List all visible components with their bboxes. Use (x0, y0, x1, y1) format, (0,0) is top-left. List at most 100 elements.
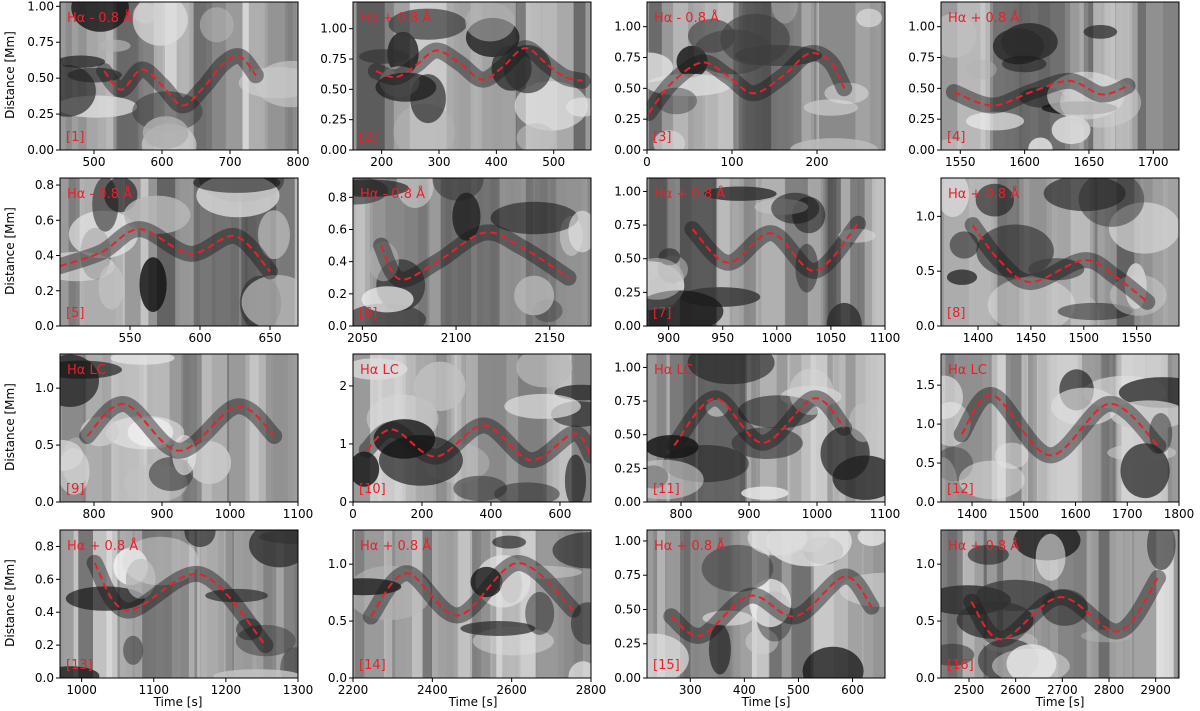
x-tick-label: 2700 (1047, 683, 1078, 697)
axes-frame (59, 529, 299, 679)
channel-label: Hα + 0.8 Å (360, 10, 431, 26)
y-tick-label: 0.00 (320, 143, 347, 157)
x-tick-label: 1550 (945, 155, 976, 169)
fit-curve (970, 577, 1159, 641)
y-tick-label: 1.00 (908, 20, 935, 34)
x-tick-label: 1600 (1060, 507, 1091, 521)
fit-curve (647, 52, 846, 114)
x-tick-label: 1450 (1016, 331, 1047, 345)
y-tick-label: 0.50 (614, 252, 641, 266)
x-tick-label: 600 (151, 155, 174, 169)
y-tick-label: 0.00 (614, 319, 641, 333)
intensity-map (941, 178, 1179, 326)
panel-11: 800 900 1000 1100 0.00 0.25 0.50 0.75 1.00 Hα LC [… (614, 353, 901, 521)
x-tick-label: 2600 (496, 683, 527, 697)
panel-number: [6] (359, 306, 377, 321)
y-tick-label: 0.2 (35, 284, 54, 298)
x-tick-label: 1100 (283, 507, 314, 521)
channel-label: Hα - 0.8 Å (67, 10, 132, 26)
channel-label: Hα + 0.8 Å (948, 10, 1019, 26)
x-tick-label: 400 (485, 155, 508, 169)
panel-12: 1400 1500 1600 1700 1800 0.0 0.5 1.0 1.5 Hα LC [12… (916, 353, 1194, 521)
axes-frame (646, 353, 886, 503)
x-tick-label: 100 (721, 155, 744, 169)
channel-label: Hα LC (948, 363, 987, 378)
y-tick-label: 0.50 (320, 82, 347, 96)
x-tick-label: 600 (549, 507, 572, 521)
axes-frame (59, 353, 299, 503)
x-tick-label: 1100 (870, 507, 901, 521)
x-tick-label: 500 (787, 683, 810, 697)
panel-number: [8] (947, 306, 965, 321)
y-tick-label: 0.5 (35, 438, 54, 452)
fit-curve (953, 79, 1128, 107)
x-tick-label: 1600 (1009, 155, 1040, 169)
x-tick-label: 2800 (576, 683, 607, 697)
x-tick-label: 1400 (957, 507, 988, 521)
panel-number: [11] (653, 482, 680, 497)
channel-label: Hα LC (654, 363, 693, 378)
y-tick-label: 0.8 (328, 190, 347, 204)
x-tick-label: 1550 (1121, 331, 1152, 345)
y-tick-label: 1.0 (35, 381, 54, 395)
x-tick-label: 300 (428, 155, 451, 169)
channel-label: Hα LC (67, 363, 106, 378)
y-tick-label: 0.0 (35, 671, 54, 685)
y-tick-label: 0.25 (614, 637, 641, 651)
intensity-map (353, 2, 591, 150)
y-tick-label: 0.5 (916, 456, 935, 470)
x-tick-label: 550 (119, 331, 142, 345)
x-tick-label: 1500 (1069, 331, 1100, 345)
y-tick-label: 0.0 (916, 319, 935, 333)
panel-number: [3] (653, 130, 671, 145)
channel-label: Hα - 0.8 Å (360, 186, 425, 202)
x-axis-label-col-2: Time [s] (448, 695, 498, 709)
y-tick-label: 0.4 (328, 255, 347, 269)
y-tick-label: 0 (339, 495, 347, 509)
x-tick-label: 200 (411, 507, 434, 521)
channel-label: Hα + 0.8 Å (948, 538, 1019, 554)
x-tick-label: 200 (370, 155, 393, 169)
y-tick-label: 0.75 (27, 35, 54, 49)
axes-frame (940, 177, 1180, 327)
x-tick-label: 800 (287, 155, 310, 169)
intensity-map (647, 354, 885, 502)
x-tick-label: 700 (219, 155, 242, 169)
x-tick-label: 2800 (1094, 683, 1125, 697)
panel-number: [10] (359, 482, 386, 497)
axes-frame (646, 177, 886, 327)
panel-number: [7] (653, 306, 671, 321)
panel-13: 1000 1100 1200 1300 0.0 0.2 0.4 0.6 0.8 Hα + 0.8 … (35, 529, 313, 697)
x-tick-label: 2400 (417, 683, 448, 697)
x-tick-label: 1000 (802, 507, 833, 521)
x-tick-label: 2050 (347, 331, 378, 345)
axes-frame (59, 177, 299, 327)
fit-curve (971, 224, 1148, 303)
panel-number: [4] (947, 130, 965, 145)
x-axis-label-col-1: Time [s] (153, 695, 203, 709)
x-tick-label: 600 (189, 331, 212, 345)
x-tick-label: 1050 (816, 331, 847, 345)
y-tick-label: 0.6 (35, 572, 54, 586)
panel-2: 200 300 400 500 0.00 0.25 0.50 0.75 1.00 Hα + 0.8… (320, 1, 592, 169)
y-tick-label: 1.00 (27, 0, 54, 13)
y-tick-label: 0.4 (35, 605, 54, 619)
x-axis-label-col-3: Time [s] (741, 695, 791, 709)
fit-curve (370, 561, 574, 618)
x-tick-label: 2900 (1140, 683, 1171, 697)
y-tick-label: 0.5 (328, 614, 347, 628)
y-tick-label: 0.25 (320, 113, 347, 127)
x-tick-label: 2150 (534, 331, 565, 345)
fit-curve (103, 55, 257, 107)
x-tick-label: 1400 (963, 331, 994, 345)
y-tick-label: 0.25 (27, 107, 54, 121)
x-tick-label: 650 (259, 331, 282, 345)
channel-label: Hα + 0.8 Å (654, 186, 725, 202)
panel-8: 1400 1450 1500 1550 0.0 0.5 1.0 Hα + 0.8 Å [8] (916, 177, 1180, 345)
axes-frame (352, 1, 592, 151)
fit-curve (673, 397, 845, 447)
axes-frame (352, 353, 592, 503)
panel-number: [12] (947, 482, 974, 497)
y-tick-label: 0.75 (614, 218, 641, 232)
